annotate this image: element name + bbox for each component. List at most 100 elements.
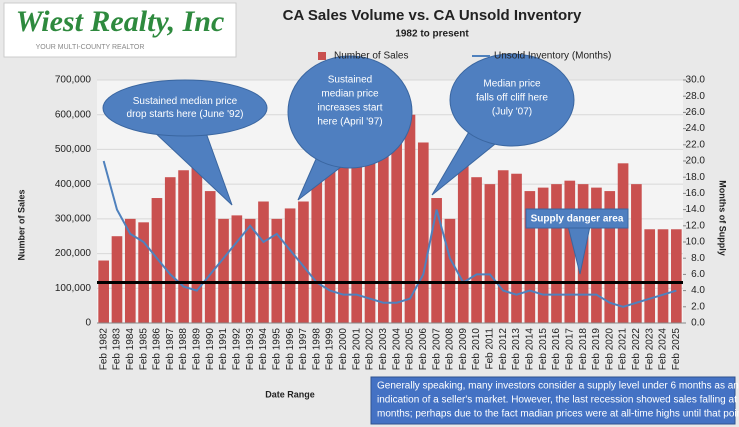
- x-tick-label: Feb 2009: [458, 328, 469, 371]
- x-tick-label: Feb 2018: [578, 328, 589, 371]
- bar: [564, 180, 576, 323]
- y-tick-label: 300,000: [55, 213, 92, 224]
- note-text: months; perhaps due to the fact madian p…: [377, 409, 739, 420]
- y2-tick-label: 30.0: [686, 75, 706, 86]
- legend: Number of Sales Unsold Inventory (Months): [318, 51, 611, 62]
- annotation-text: drop starts here (June '92): [127, 109, 244, 120]
- bar: [218, 218, 229, 323]
- x-tick-label: Feb 2004: [391, 328, 402, 371]
- x-tick-label: Feb 1997: [298, 328, 309, 371]
- bar: [324, 166, 336, 323]
- y2-tick-label: 10.0: [686, 237, 706, 248]
- y2-tick-label: 2.0: [691, 301, 705, 312]
- bar: [151, 198, 163, 323]
- x-tick-label: Feb 1985: [138, 328, 149, 371]
- x-tick-label: Feb 1999: [325, 328, 336, 371]
- note-text: Generally speaking, many investors consi…: [377, 381, 739, 392]
- bar: [231, 215, 243, 323]
- x-tick-label: Feb 2025: [671, 328, 682, 371]
- bar: [417, 142, 429, 323]
- bar: [311, 177, 323, 323]
- line: [102, 160, 677, 308]
- bar: [617, 163, 629, 323]
- x-tick-label: Feb 1984: [125, 328, 136, 371]
- x-tick-label: Feb 2013: [511, 328, 522, 371]
- legend-swatch: [318, 52, 326, 60]
- bar: [551, 184, 562, 323]
- logo-box: [3, 2, 237, 58]
- y2-tick-label: 0.0: [691, 318, 705, 329]
- x-tick-label: Feb 1996: [285, 328, 296, 371]
- x-tick-label: Feb 2021: [618, 328, 629, 371]
- bar: [671, 229, 682, 323]
- y2-axis-label: Months of Supply: [718, 180, 728, 256]
- chart-subtitle: 1982 to present: [395, 29, 469, 40]
- x-tick-label: Feb 2016: [551, 328, 562, 371]
- bar: [404, 114, 416, 323]
- x-tick-label: Feb 2014: [524, 328, 535, 371]
- y2-tick-label: 28.0: [686, 91, 706, 102]
- bar: [351, 163, 363, 323]
- logo-tagline: YOUR MULTI-COUNTY REALTOR: [36, 44, 145, 51]
- note-box: [370, 376, 736, 425]
- bar: [178, 170, 189, 323]
- x-tick-label: Feb 2020: [604, 328, 615, 371]
- bar: [378, 128, 389, 323]
- bar: [98, 260, 109, 323]
- chart-title: CA Sales Volume vs. CA Unsold Inventory: [283, 7, 582, 24]
- y-tick-label: 400,000: [55, 179, 92, 190]
- x-tick-label: Feb 1998: [311, 328, 322, 371]
- x-tick-label: Feb 2010: [471, 328, 482, 371]
- bar: [338, 159, 349, 323]
- bar: [444, 218, 456, 323]
- annotation-text: Median price: [483, 79, 541, 90]
- legend-label: Unsold Inventory (Months): [494, 51, 611, 62]
- x-tick-label: Feb 1986: [152, 328, 163, 371]
- y-tick-label: 200,000: [55, 248, 92, 259]
- y-axis-label: Number of Sales: [16, 189, 26, 260]
- y2-tick-label: 24.0: [686, 123, 706, 134]
- annotation-text: Sustained: [328, 75, 372, 86]
- annotation-text: (July '07): [492, 107, 532, 118]
- y2-tick-label: 20.0: [686, 156, 706, 167]
- bar: [164, 177, 176, 323]
- bar: [391, 114, 402, 323]
- bar: [631, 184, 642, 323]
- bar: [497, 170, 509, 323]
- y2-tick-label: 18.0: [686, 172, 706, 183]
- bar: [244, 218, 256, 323]
- x-tick-label: Feb 2003: [378, 328, 389, 371]
- bar: [604, 191, 616, 323]
- x-tick-label: Feb 1994: [258, 328, 269, 371]
- bar: [298, 201, 309, 323]
- x-tick-label: Feb 1989: [192, 328, 203, 371]
- bar: [657, 229, 669, 323]
- bar: [511, 173, 522, 323]
- callout: [102, 79, 268, 137]
- bar: [271, 218, 283, 323]
- y-tick-label: 500,000: [55, 144, 92, 155]
- bar: [111, 236, 123, 323]
- legend-label: Number of Sales: [334, 51, 408, 62]
- x-tick-label: Feb 2007: [431, 328, 442, 371]
- x-tick-label: Feb 1982: [98, 328, 109, 371]
- x-tick-label: Feb 2017: [564, 328, 575, 371]
- bar: [524, 191, 536, 323]
- x-tick-label: Feb 2008: [445, 328, 456, 371]
- x-tick-label: Feb 2022: [631, 328, 642, 371]
- annotation-text: here (April '97): [317, 117, 382, 128]
- bar: [644, 229, 656, 323]
- y2-tick-label: 16.0: [686, 188, 706, 199]
- bar: [191, 159, 203, 323]
- annotation-text: falls off cliff here: [476, 93, 548, 104]
- x-tick-label: Feb 1990: [205, 328, 216, 371]
- annotation-text: median price: [321, 89, 379, 100]
- x-tick-label: Feb 2015: [538, 328, 549, 371]
- bar: [138, 222, 149, 323]
- y2-tick-label: 6.0: [691, 269, 705, 280]
- bar: [431, 198, 442, 323]
- x-tick-label: Feb 2011: [485, 328, 496, 370]
- bar: [284, 208, 296, 323]
